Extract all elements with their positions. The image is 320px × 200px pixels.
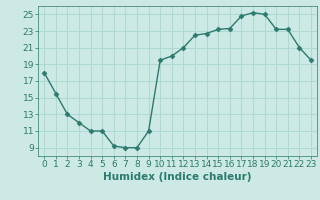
X-axis label: Humidex (Indice chaleur): Humidex (Indice chaleur) [103, 172, 252, 182]
